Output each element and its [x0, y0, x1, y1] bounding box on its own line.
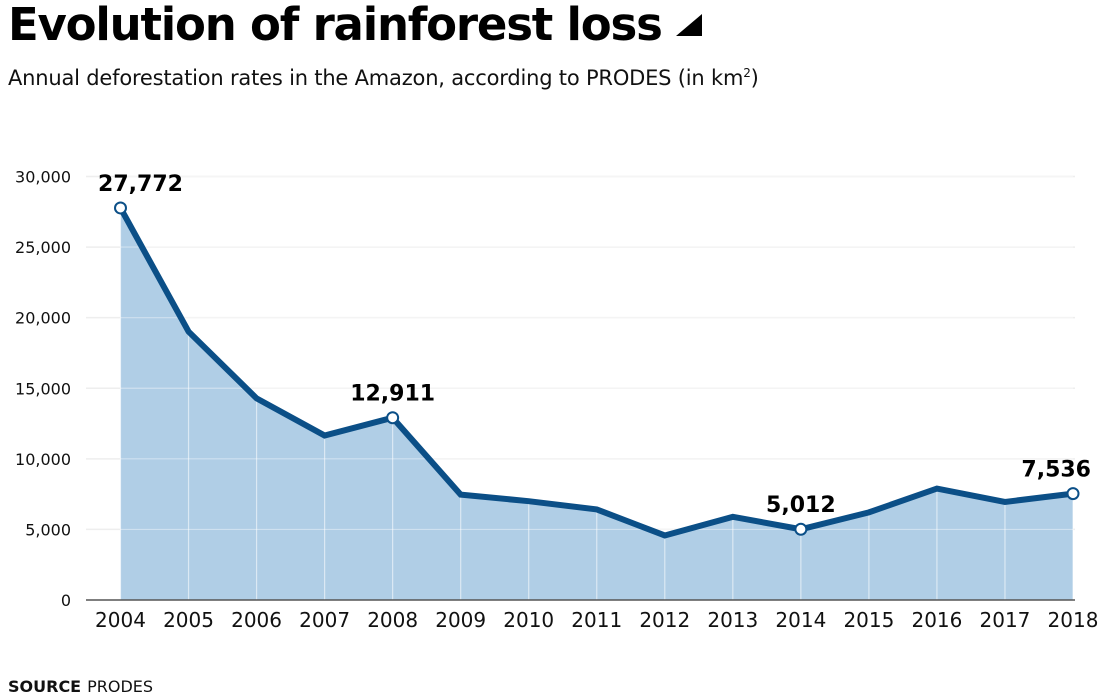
triangle-corner-icon	[675, 13, 702, 36]
annotated-point-marker	[114, 201, 127, 215]
chart-subtitle: Annual deforestation rates in the Amazon…	[8, 66, 759, 90]
annotated-point-marker	[794, 522, 808, 536]
x-tick-label: 2016	[911, 608, 962, 632]
x-tick-label: 2010	[503, 608, 554, 632]
chart-title-text: Evolution of rainforest loss	[8, 0, 663, 51]
data-point	[934, 486, 940, 492]
x-tick-label: 2007	[299, 608, 350, 632]
subtitle-text: Annual deforestation rates in the Amazon…	[8, 66, 744, 90]
y-tick-label: 20,000	[15, 309, 71, 328]
data-point	[526, 498, 532, 504]
x-tick-label: 2009	[435, 608, 486, 632]
x-axis-ticks: 2004 2005 2006 2007 2008 2009 2010 2011 2012 2013…	[95, 608, 1098, 632]
subtitle-superscript: 2	[743, 66, 751, 80]
vertical-grid-layer	[119, 175, 1074, 600]
x-tick-label: 2017	[980, 608, 1031, 632]
data-label: 12,911	[350, 382, 435, 407]
x-tick-label: 2013	[707, 608, 758, 632]
data-point	[662, 532, 668, 538]
x-tick-label: 2005	[163, 608, 214, 632]
annotated-point-marker	[1066, 487, 1080, 501]
x-tick-label: 2004	[95, 608, 146, 632]
data-point	[594, 506, 600, 512]
x-tick-label: 2015	[843, 608, 894, 632]
x-tick-label: 2006	[231, 608, 282, 632]
x-tick-label: 2014	[775, 608, 826, 632]
y-tick-label: 25,000	[15, 238, 71, 257]
data-label-layer: 27,772 12,911 5,012 7,536	[98, 172, 1091, 518]
x-tick-label: 2008	[367, 608, 418, 632]
y-tick-label: 30,000	[15, 168, 71, 187]
y-tick-label: 10,000	[15, 450, 71, 469]
annotated-point-marker	[386, 411, 400, 425]
y-tick-label: 0	[61, 591, 71, 610]
area-fill	[120, 207, 1073, 600]
data-point	[186, 329, 192, 335]
data-point	[322, 433, 328, 439]
data-point	[458, 492, 464, 498]
x-tick-label: 2018	[1048, 608, 1099, 632]
data-label: 7,536	[1021, 458, 1091, 483]
subtitle-end: )	[750, 66, 759, 90]
data-label: 27,772	[98, 172, 183, 197]
y-tick-label: 15,000	[15, 379, 71, 398]
data-point	[730, 514, 736, 520]
x-tick-label: 2012	[639, 608, 690, 632]
source-note: SOURCE PRODES	[8, 677, 153, 696]
data-point	[254, 395, 260, 401]
x-tick-label: 2011	[571, 608, 622, 632]
series-line	[117, 206, 1074, 539]
y-tick-label: 5,000	[25, 520, 71, 539]
source-label: SOURCE	[8, 677, 82, 696]
marker-layer	[114, 201, 1080, 538]
data-point	[866, 509, 872, 515]
source-value: PRODES	[87, 677, 154, 696]
data-point	[1002, 499, 1008, 505]
data-label: 5,012	[766, 493, 836, 518]
y-axis-ticks: 0 5,000 10,000 15,000 20,000 25,000 30,000	[15, 168, 71, 611]
chart-title: Evolution of rainforest loss	[8, 0, 702, 51]
